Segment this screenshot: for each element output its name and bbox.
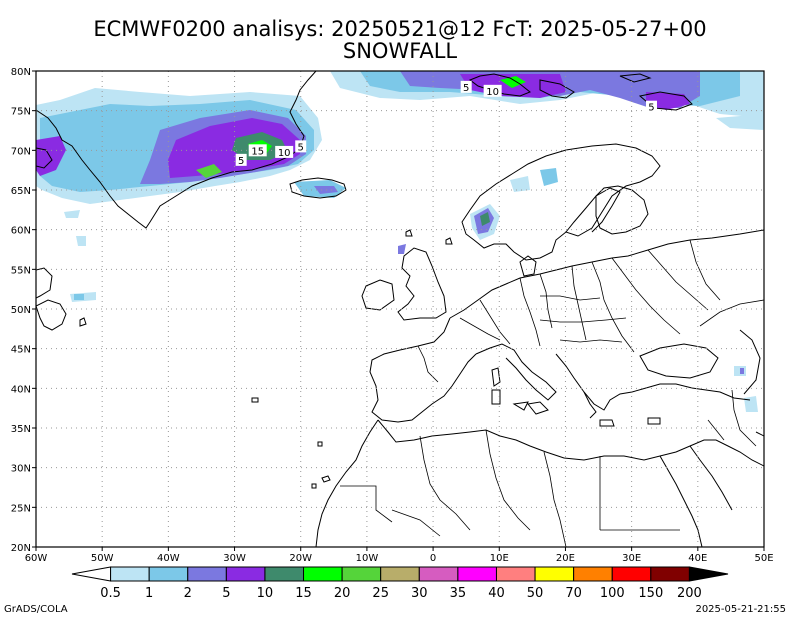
colorbar-label: 40	[488, 586, 505, 601]
colorbar-swatch	[148, 566, 189, 582]
lon-tick-label: 20E	[556, 553, 575, 564]
colorbar-label: 35	[450, 586, 467, 601]
colorbar-swatch	[573, 566, 613, 582]
colorbar-label: 0.5	[100, 586, 121, 601]
lat-tick-label: 80N	[11, 67, 31, 78]
lon-tick-label: 40E	[688, 553, 707, 564]
contour-label: 10	[486, 87, 499, 98]
colorbar-label: 15	[295, 586, 312, 601]
colorbar-swatch	[187, 566, 227, 582]
colorbar-label: 70	[565, 586, 582, 601]
lat-tick-label: 55N	[11, 265, 31, 276]
lon-tick-label: 50W	[91, 553, 114, 564]
latitude-axis: 20N 25N 30N 35N 40N 45N 50N 55N 60N 65N 70N 75N 80N	[11, 67, 36, 554]
lon-tick-label: 10W	[356, 553, 379, 564]
colorbar-label: 1	[145, 586, 153, 601]
colorbar-swatch	[611, 566, 652, 582]
colorbar-label: 10	[257, 586, 274, 601]
colorbar-swatch	[380, 566, 420, 582]
colorbar-label: 2	[184, 586, 192, 601]
colorbar-swatch	[225, 566, 266, 582]
contour-label-bg	[483, 84, 502, 97]
colorbar-label: 5	[222, 586, 230, 601]
country-borders	[340, 239, 764, 547]
lon-tick-label: 50E	[754, 553, 773, 564]
contour-label: 15	[251, 146, 264, 157]
lon-tick-label: 20W	[289, 553, 312, 564]
colorbar-label: 150	[638, 586, 663, 601]
lon-tick-label: 30W	[223, 553, 246, 564]
colorbar-swatch	[457, 566, 497, 582]
contour-label-bg	[275, 145, 294, 158]
lon-tick-label: 30E	[622, 553, 641, 564]
colorbar-label: 50	[527, 586, 544, 601]
lat-tick-label: 20N	[11, 543, 31, 554]
colorbar-swatch	[110, 566, 150, 582]
lat-tick-label: 25N	[11, 503, 31, 514]
colorbar-swatch	[303, 566, 343, 582]
lat-tick-label: 60N	[11, 226, 31, 237]
colorbar-swatch	[71, 566, 112, 582]
lat-tick-label: 75N	[11, 107, 31, 118]
longitude-axis: 60W 50W 40W 30W 20W 10W 0 10E 20E 30E 40E 50E	[25, 547, 774, 564]
contour-labels: 5 10 5 15 10 5 5	[235, 80, 657, 167]
snowfall-shading	[36, 71, 764, 412]
snow-area-heavy	[36, 136, 66, 176]
contour-label: 5	[463, 83, 469, 94]
colorbar-label: 30	[411, 586, 428, 601]
colorbar-label: 100	[600, 586, 625, 601]
contour-label-bg	[235, 153, 247, 166]
colorbar-swatch	[264, 566, 305, 582]
contour-label-bg	[295, 140, 307, 153]
lat-tick-label: 35N	[11, 424, 31, 435]
contour-label-bg	[248, 144, 267, 157]
contour-label: 5	[648, 103, 654, 114]
colorbar-label: 20	[334, 586, 351, 601]
colorbar: 0.5 1 2 5 10 15 20 25 30 35 40 50 70 100 150 200	[71, 566, 729, 601]
contour-label-bg	[645, 100, 657, 113]
contour-label-bg	[460, 80, 472, 93]
lon-tick-label: 60W	[25, 553, 48, 564]
colorbar-swatch	[495, 566, 536, 582]
lat-tick-label: 65N	[11, 186, 31, 197]
contour-label: 5	[298, 142, 304, 153]
lat-tick-label: 30N	[11, 464, 31, 475]
lat-tick-label: 50N	[11, 305, 31, 316]
colorbar-swatch	[650, 566, 690, 582]
colorbar-swatch	[341, 566, 382, 582]
colorbar-label: 25	[372, 586, 389, 601]
contour-label: 10	[278, 148, 291, 159]
lat-tick-label: 45N	[11, 345, 31, 356]
colorbar-label: 200	[677, 586, 702, 601]
timestamp-label: 2025-05-21-21:55	[695, 604, 786, 615]
colorbar-swatch	[418, 566, 459, 582]
lat-tick-label: 40N	[11, 384, 31, 395]
credit-label: GrADS/COLA	[4, 604, 68, 615]
lon-tick-label: 40W	[157, 553, 180, 564]
contour-label: 5	[238, 156, 244, 167]
lat-tick-label: 70N	[11, 146, 31, 157]
lon-tick-label: 0	[430, 553, 436, 564]
map-subtitle: SNOWFALL	[342, 39, 458, 63]
map-title: ECMWF0200 analisys: 20250521@12 FcT: 202…	[93, 17, 707, 41]
colorbar-swatch	[534, 566, 575, 582]
colorbar-swatch	[688, 566, 729, 582]
lon-tick-label: 10E	[490, 553, 509, 564]
